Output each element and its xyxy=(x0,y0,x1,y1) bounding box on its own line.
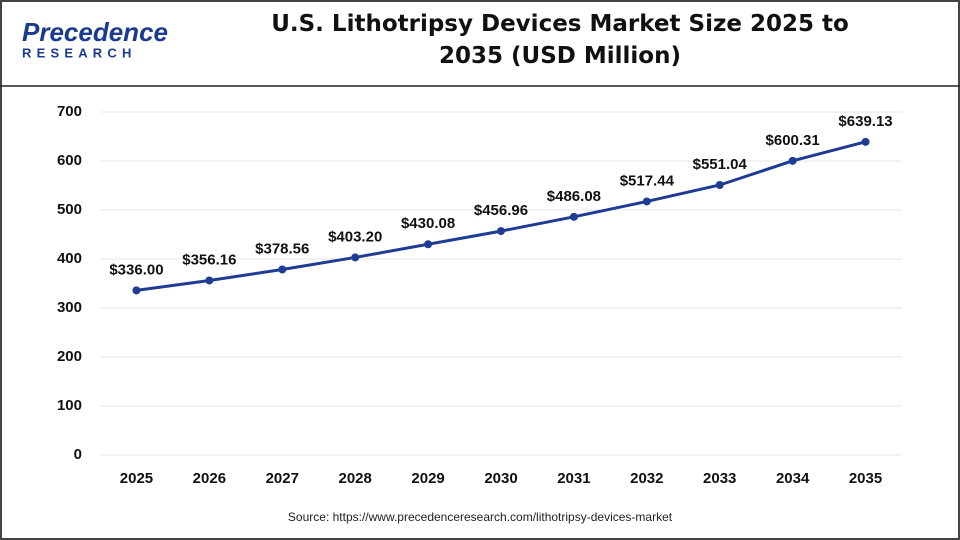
data-label: $356.16 xyxy=(182,251,236,268)
point xyxy=(351,253,360,262)
data-label: $403.20 xyxy=(328,228,382,245)
x-tick-label: 2030 xyxy=(484,470,517,487)
data-label: $551.04 xyxy=(693,156,748,173)
y-tick-label: 400 xyxy=(57,250,82,267)
data-label: $456.96 xyxy=(474,202,528,219)
data-label: $378.56 xyxy=(255,240,309,257)
data-label: $517.44 xyxy=(620,172,675,189)
point xyxy=(788,156,797,165)
y-tick-label: 500 xyxy=(57,201,82,218)
source: Source: https://www.precedenceresearch.c… xyxy=(288,510,673,524)
y-tick-label: 100 xyxy=(57,397,82,414)
x-tick-label: 2028 xyxy=(338,470,371,487)
x-tick-label: 2026 xyxy=(193,470,226,487)
point xyxy=(715,180,724,189)
x-tick-label: 2032 xyxy=(630,470,663,487)
data-label: $486.08 xyxy=(547,188,601,205)
x-tick-label: 2025 xyxy=(120,470,153,487)
x-tick-label: 2031 xyxy=(557,470,590,487)
point xyxy=(278,265,287,274)
y-tick-label: 600 xyxy=(57,152,82,169)
point xyxy=(424,240,433,249)
point xyxy=(205,276,214,285)
data-label: $639.13 xyxy=(838,113,892,130)
data-label: $430.08 xyxy=(401,215,455,232)
point xyxy=(642,197,651,206)
data-label: $600.31 xyxy=(766,132,820,149)
y-tick-label: 200 xyxy=(57,348,82,365)
x-tick-label: 2029 xyxy=(411,470,444,487)
chart-title: U.S. Lithotripsy Devices Market Size 202… xyxy=(271,11,849,69)
y-tick-label: 300 xyxy=(57,299,82,316)
point xyxy=(861,137,870,146)
x-tick-label: 2027 xyxy=(266,470,299,487)
logo-name: Precedence xyxy=(22,17,168,47)
point xyxy=(132,286,141,295)
logo-tagline: RESEARCH xyxy=(22,45,137,60)
x-tick-label: 2035 xyxy=(849,470,882,487)
x-tick-label: 2033 xyxy=(703,470,736,487)
y-tick-label: 700 xyxy=(57,103,82,120)
point xyxy=(569,212,578,221)
data-label: $336.00 xyxy=(109,261,163,278)
x-tick-label: 2034 xyxy=(776,470,810,487)
y-tick-label: 0 xyxy=(74,446,82,463)
point xyxy=(497,227,505,236)
